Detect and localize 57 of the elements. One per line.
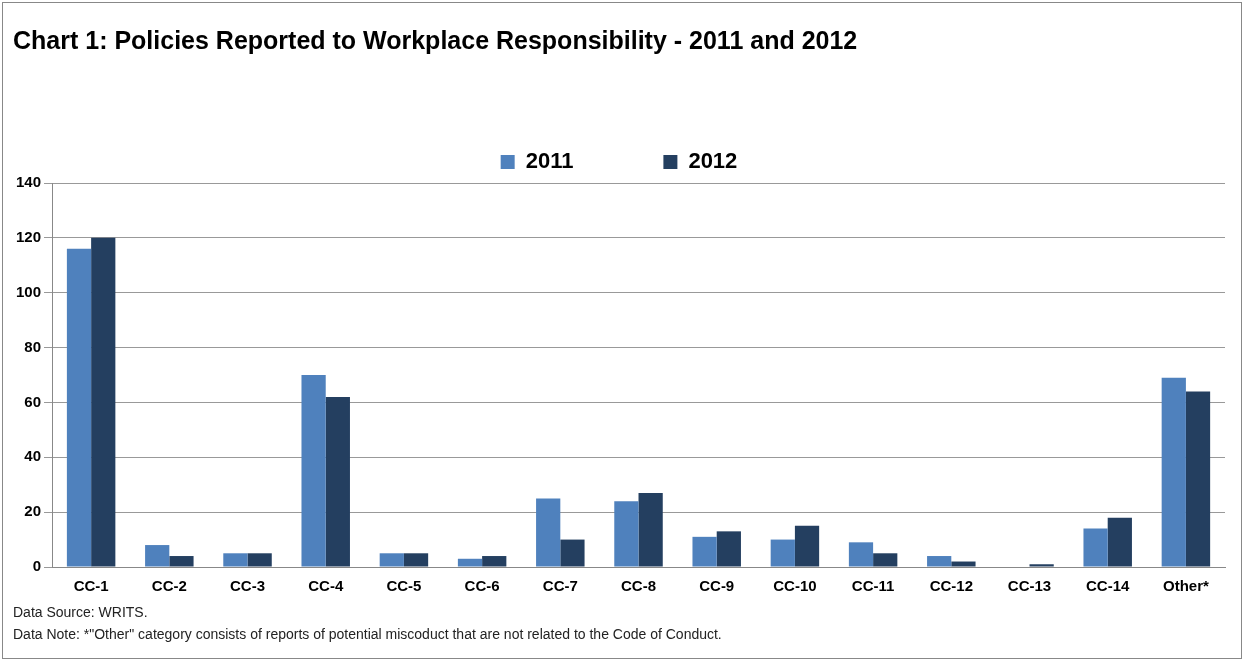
y-tick-label: 100	[16, 282, 42, 300]
bar	[716, 531, 741, 567]
bar	[927, 556, 952, 567]
source-note: Data Source: WRITS.	[13, 603, 149, 622]
bar	[301, 375, 326, 567]
bar	[1107, 517, 1132, 567]
bar	[145, 545, 170, 567]
y-tick-label: 80	[24, 337, 42, 355]
bar	[325, 396, 350, 567]
bar	[770, 539, 795, 567]
bar	[247, 553, 272, 567]
bar	[223, 553, 248, 567]
bar	[169, 556, 194, 567]
x-tick-label: CC-1	[73, 577, 109, 595]
bar	[66, 248, 92, 567]
bar	[692, 536, 717, 567]
bar	[91, 237, 116, 567]
x-tick-label: CC-4	[308, 577, 344, 595]
bar	[848, 542, 874, 567]
text: Data Note: *"Other" category consists of reports of potential miscoduct that are not related to the Code of Conduct.	[13, 625, 722, 644]
x-tick-label: CC-5	[386, 577, 422, 595]
y-tick-label: 40	[24, 447, 42, 465]
x-tick-label: Other*	[1162, 577, 1209, 595]
x-tick-label: CC-13	[1007, 577, 1052, 595]
bar	[873, 553, 898, 567]
y-tick-label: 60	[24, 392, 42, 410]
legend-label: 2011	[525, 148, 574, 174]
bar	[794, 525, 820, 567]
bar	[1161, 377, 1186, 567]
bar	[536, 498, 561, 567]
x-tick-label: CC-6	[464, 577, 500, 595]
x-tick-label: CC-12	[929, 577, 973, 595]
bar	[379, 553, 404, 567]
bar	[638, 492, 663, 567]
bar	[403, 553, 429, 567]
x-tick-label: CC-9	[699, 577, 735, 595]
legend-label: 2012	[688, 148, 738, 174]
bar	[614, 501, 639, 567]
bar	[1029, 564, 1054, 567]
x-tick-label: CC-11	[851, 577, 895, 595]
y-tick-label: 0	[32, 557, 42, 575]
bar	[951, 561, 976, 567]
bar	[482, 556, 507, 567]
y-tick-label: 140	[16, 173, 42, 191]
bar	[1083, 528, 1108, 567]
x-tick-label: CC-3	[230, 577, 266, 595]
bar	[560, 539, 585, 567]
y-tick-label: 20	[24, 502, 42, 520]
y-tick-label: 120	[16, 228, 42, 245]
bar	[1185, 391, 1211, 567]
x-tick-label: CC-7	[542, 577, 578, 595]
x-tick-label: CC-8	[621, 577, 657, 595]
bar	[457, 558, 483, 567]
x-tick-label: CC-2	[151, 577, 187, 595]
chart-title: Chart 1: Policies Reported to Workplace Responsibility - 2011 and 2012	[13, 25, 858, 54]
x-tick-label: CC-14	[1086, 577, 1131, 595]
x-tick-label: CC-10	[773, 577, 817, 595]
